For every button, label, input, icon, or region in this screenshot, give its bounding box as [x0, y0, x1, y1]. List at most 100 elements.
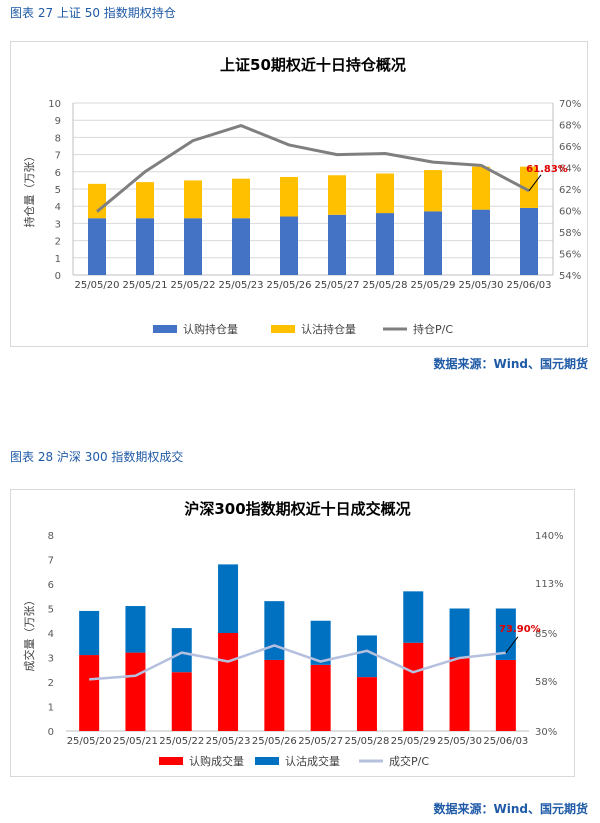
x-tick-label: 25/05/20	[75, 280, 120, 291]
y-tick-label: 0	[55, 271, 61, 282]
annotation-leader	[528, 174, 542, 192]
y-tick-label: 7	[55, 151, 61, 162]
call-bar	[520, 207, 538, 275]
put-bar	[88, 183, 106, 219]
put-bar	[495, 608, 516, 660]
y2-tick-label: 140%	[535, 531, 564, 542]
call-bar	[171, 672, 192, 731]
put-bar	[472, 166, 490, 210]
legend-label: 认沽成交量	[285, 754, 340, 768]
y2-tick-label: 30%	[535, 727, 557, 738]
y-tick-label: 4	[55, 202, 61, 213]
call-bar	[376, 213, 394, 275]
y-tick-label: 4	[48, 629, 54, 640]
chart-sse50-open-interest: 上证50期权近十日持仓概况 0 1 2 3 4 5 6 7 8 9 10 54% 56% 58% 60% 62%…	[10, 41, 588, 347]
pc-ratio-line	[89, 644, 506, 681]
x-tick-label: 25/05/29	[391, 736, 436, 747]
call-bar	[264, 659, 285, 731]
y-tick-label: 8	[55, 133, 61, 144]
put-bar	[403, 591, 424, 643]
call-bar	[472, 209, 490, 275]
y-tick-label: 2	[55, 237, 61, 248]
call-bar	[218, 633, 239, 731]
x-tick-label: 25/05/21	[113, 736, 158, 747]
source-note-1: 数据来源：Wind、国元期货	[433, 357, 588, 371]
y2-tick-label: 62%	[559, 185, 581, 196]
call-bar	[79, 655, 100, 731]
x-tick-label: 25/05/22	[159, 736, 204, 747]
x-tick-label: 25/05/23	[219, 280, 264, 291]
y-tick-label: 9	[55, 116, 61, 127]
x-tick-label: 25/05/26	[267, 280, 312, 291]
put-bar	[356, 635, 377, 678]
x-tick-label: 25/05/27	[315, 280, 360, 291]
y-tick-label: 2	[48, 678, 54, 689]
call-bar	[403, 642, 424, 731]
y2-tick-label: 85%	[535, 629, 557, 640]
call-bar	[232, 218, 250, 275]
call-bar	[280, 216, 298, 275]
legend-swatch	[271, 325, 295, 333]
legend-swatch	[255, 757, 279, 765]
put-bar	[79, 610, 100, 656]
y2-tick-label: 56%	[559, 250, 581, 261]
x-tick-label: 25/05/28	[363, 280, 408, 291]
y-axis-label: 持仓量（万张）	[22, 151, 36, 228]
put-bar	[184, 180, 202, 219]
y-tick-label: 6	[55, 168, 61, 179]
x-tick-label: 25/05/22	[171, 280, 216, 291]
y-tick-label: 5	[55, 185, 61, 196]
legend-swatch	[153, 325, 177, 333]
figure-27-caption: 图表 27 上证 50 指数期权持仓	[10, 6, 176, 20]
x-tick-label: 25/05/26	[252, 736, 297, 747]
y2-tick-label: 64%	[559, 164, 581, 175]
call-bar	[310, 664, 331, 731]
put-bar	[136, 182, 154, 219]
call-bar	[449, 657, 470, 731]
legend-label: 认购成交量	[189, 754, 244, 768]
x-tick-label: 25/05/27	[298, 736, 343, 747]
put-bar	[376, 173, 394, 214]
figure-28-caption: 图表 28 沪深 300 指数期权成交	[10, 450, 184, 464]
put-bar	[449, 608, 470, 658]
x-tick-label: 25/06/03	[507, 280, 552, 291]
annotation-leader	[505, 636, 519, 654]
x-tick-label: 25/05/30	[459, 280, 504, 291]
y-tick-label: 0	[48, 727, 54, 738]
call-bar	[495, 659, 516, 731]
put-bar	[310, 620, 331, 665]
legend-label: 认购持仓量	[183, 322, 238, 336]
last-pc-annotation: 73.90%	[499, 624, 541, 635]
y2-tick-label: 66%	[559, 142, 581, 153]
chart-title: 上证50期权近十日持仓概况	[220, 56, 406, 74]
y-tick-label: 5	[48, 605, 54, 616]
y-tick-label: 7	[48, 556, 54, 567]
call-bar	[88, 218, 106, 275]
y-tick-label: 6	[48, 580, 54, 591]
source-note-2: 数据来源：Wind、国元期货	[433, 802, 588, 816]
put-bar	[218, 564, 239, 633]
call-bar	[184, 218, 202, 275]
y2-tick-label: 68%	[559, 121, 581, 132]
chart-sse50-svg: 上证50期权近十日持仓概况 0 1 2 3 4 5 6 7 8 9 10 54% 56% 58% 60% 62%…	[22, 56, 581, 336]
y2-tick-label: 58%	[535, 677, 557, 688]
legend-label: 成交P/C	[389, 754, 429, 768]
y-axis-label: 成交量（万张）	[22, 595, 36, 672]
x-tick-label: 25/05/21	[123, 280, 168, 291]
chart-title: 沪深300指数期权近十日成交概况	[184, 500, 410, 518]
y-tick-label: 3	[55, 219, 61, 230]
call-bar	[125, 652, 146, 731]
x-tick-label: 25/06/03	[483, 736, 528, 747]
put-bar	[264, 601, 285, 660]
put-bar	[125, 606, 146, 653]
pc-ratio-line	[96, 124, 530, 213]
call-bar	[136, 218, 154, 275]
y2-tick-label: 70%	[559, 99, 581, 110]
call-bar	[328, 214, 346, 275]
legend-label: 认沽持仓量	[301, 322, 356, 336]
y2-tick-label: 60%	[559, 207, 581, 218]
x-tick-label: 25/05/28	[344, 736, 389, 747]
y-tick-label: 1	[55, 254, 61, 265]
y-tick-label: 8	[48, 531, 54, 542]
last-pc-annotation: 61.83%	[526, 164, 568, 175]
